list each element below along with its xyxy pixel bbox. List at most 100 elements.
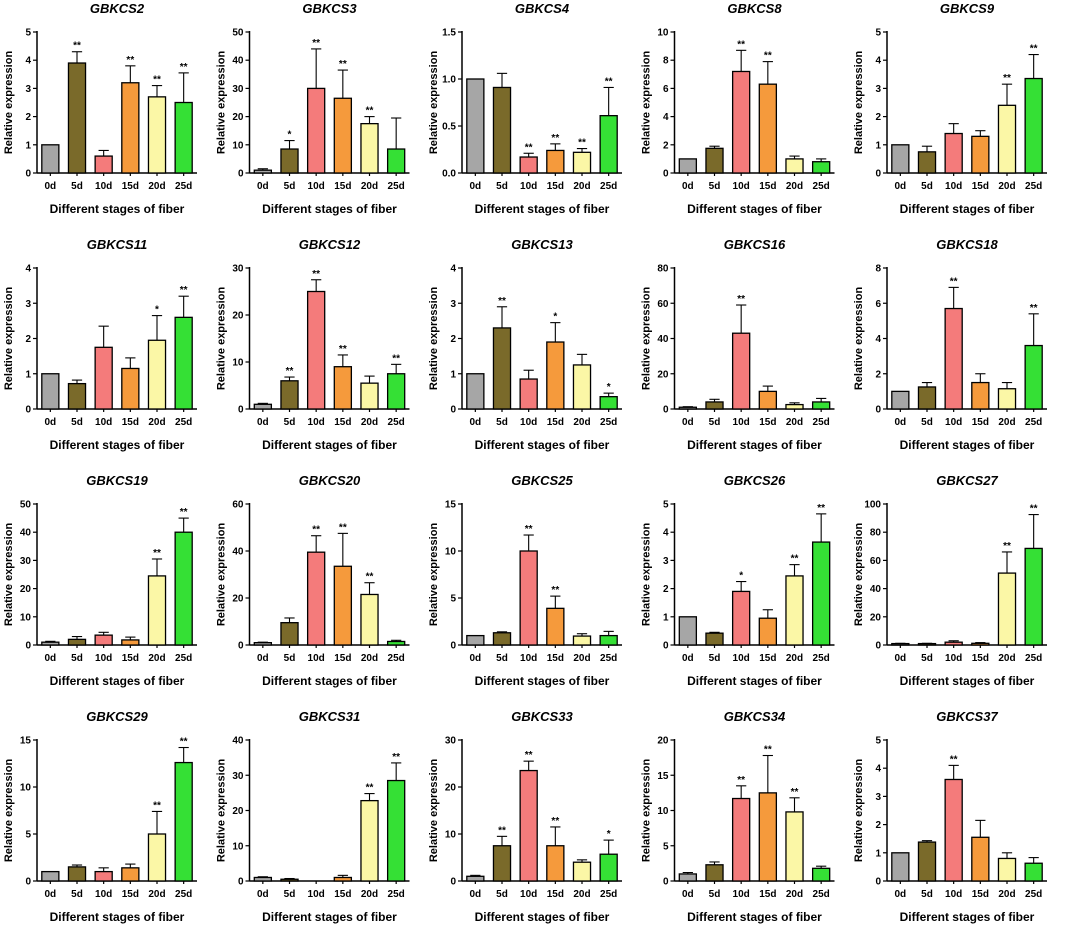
bar-5d: [492, 327, 512, 410]
x-tick-label: 5d: [709, 417, 721, 428]
y-tick-label: 10: [232, 358, 244, 369]
bar-10d: [944, 641, 963, 646]
y-tick-label: 6: [663, 84, 669, 95]
significance-label: *: [607, 829, 611, 840]
significance-label: **: [339, 59, 347, 70]
x-tick-label: 0d: [469, 181, 481, 192]
x-tick-label: 0d: [682, 653, 694, 664]
bar-15d: [971, 381, 990, 410]
x-tick-label: 20d: [998, 653, 1015, 664]
x-tick-label: 15d: [759, 181, 776, 192]
bar-10d: [306, 551, 326, 646]
chart-title: GBKCS4: [515, 1, 570, 16]
x-tick-label: 10d: [733, 417, 750, 428]
chart-title: GBKCS31: [299, 709, 360, 724]
chart-title: GBKCS20: [299, 473, 361, 488]
x-tick-label: 20d: [573, 181, 590, 192]
significance-label: **: [817, 503, 825, 514]
bar-5d: [705, 632, 724, 646]
bar-0d: [678, 616, 698, 646]
x-tick-label: 0d: [469, 417, 481, 428]
x-axis-label: Different stages of fiber: [262, 438, 397, 452]
x-tick-label: 10d: [733, 181, 750, 192]
bar-25d: [599, 634, 618, 646]
y-tick-label: 1: [663, 612, 669, 623]
significance-label: **: [312, 269, 320, 280]
bar-0d: [253, 169, 273, 174]
y-tick-label: 10: [657, 806, 669, 817]
y-tick-label: 5: [25, 830, 31, 841]
x-tick-label: 20d: [361, 889, 378, 900]
x-tick-label: 20d: [361, 181, 378, 192]
y-tick-label: 0: [663, 405, 669, 416]
x-tick-label: 15d: [759, 417, 776, 428]
bar-25d: [174, 531, 193, 646]
y-axis-label: Relative expression: [3, 51, 15, 155]
x-tick-label: 15d: [972, 653, 989, 664]
y-tick-label: 2: [663, 140, 669, 151]
x-tick-label: 25d: [175, 653, 192, 664]
y-tick-label: 8: [663, 56, 669, 67]
x-tick-label: 15d: [547, 417, 564, 428]
bar-0d: [891, 852, 910, 882]
significance-label: *: [155, 305, 159, 316]
x-tick-label: 5d: [496, 181, 508, 192]
y-tick-label: 0: [25, 405, 31, 416]
significance-label: **: [737, 294, 745, 305]
x-tick-label: 10d: [95, 653, 112, 664]
x-tick-label: 0d: [894, 653, 906, 664]
bar-15d: [758, 617, 778, 646]
y-tick-label: 3: [450, 299, 456, 310]
y-tick-label: 20: [20, 584, 32, 595]
x-tick-label: 15d: [122, 653, 139, 664]
y-tick-label: 0.0: [442, 169, 456, 180]
x-tick-label: 5d: [709, 653, 721, 664]
x-tick-label: 25d: [813, 653, 830, 664]
y-tick-label: 10: [657, 28, 669, 39]
y-tick-label: 20: [232, 311, 244, 322]
significance-label: **: [153, 75, 161, 86]
x-tick-label: 0d: [44, 417, 56, 428]
x-tick-label: 25d: [813, 181, 830, 192]
significance-label: **: [950, 276, 958, 287]
x-tick-label: 15d: [122, 889, 139, 900]
y-tick-label: 30: [232, 264, 244, 275]
chart-title: GBKCS27: [936, 473, 998, 488]
bar-25d: [1024, 547, 1043, 646]
significance-label: **: [764, 745, 772, 756]
x-axis-label: Different stages of fiber: [687, 674, 822, 688]
y-tick-label: 0.5: [442, 122, 456, 133]
x-tick-label: 10d: [945, 417, 962, 428]
y-tick-label: 6: [875, 299, 881, 310]
y-axis-label: Relative expression: [216, 51, 228, 155]
y-tick-label: 3: [25, 299, 31, 310]
x-tick-label: 15d: [759, 889, 776, 900]
x-tick-label: 20d: [361, 417, 378, 428]
bar-0d: [678, 873, 698, 882]
significance-label: **: [791, 787, 799, 798]
x-tick-label: 10d: [520, 417, 537, 428]
y-tick-label: 10: [445, 830, 457, 841]
y-tick-label: 0: [663, 877, 669, 888]
x-tick-label: 25d: [175, 181, 192, 192]
x-tick-label: 10d: [95, 417, 112, 428]
significance-label: **: [366, 783, 374, 794]
x-tick-label: 20d: [573, 653, 590, 664]
significance-label: **: [498, 296, 506, 307]
x-tick-label: 25d: [813, 889, 830, 900]
y-tick-label: 4: [875, 334, 881, 345]
y-tick-label: 4: [875, 764, 881, 775]
bar-0d: [253, 876, 273, 882]
y-axis-label: Relative expression: [428, 51, 440, 155]
y-tick-label: 20: [232, 594, 244, 605]
bar-20d: [360, 799, 379, 882]
significance-label: **: [737, 39, 745, 50]
y-tick-label: 0: [450, 641, 456, 652]
x-tick-label: 10d: [945, 181, 962, 192]
significance-label: **: [153, 548, 161, 559]
bar-5d: [67, 866, 87, 882]
chart-title: GBKCS33: [511, 709, 573, 724]
chart-panel-gbkcs20: GBKCS20 Relative expression 0 20 40 60 0d 5d ** 1…: [216, 473, 410, 688]
bar-15d: [546, 607, 565, 646]
